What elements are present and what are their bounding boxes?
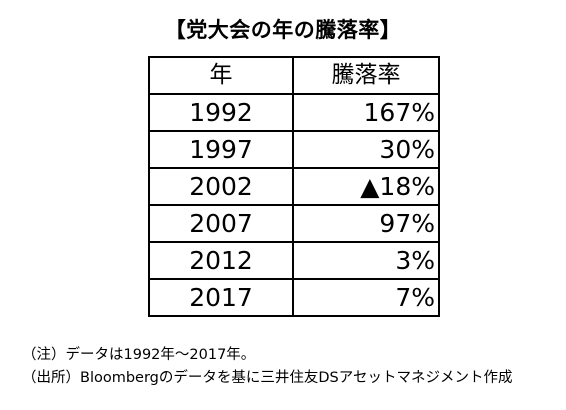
change-cell: ▲18%: [292, 167, 440, 206]
year-cell: 2007: [148, 204, 294, 243]
table-row: 1997 30%: [148, 130, 440, 169]
change-cell: 3%: [292, 241, 440, 280]
year-cell: 2002: [148, 167, 294, 206]
change-cell: 7%: [292, 278, 440, 317]
table-row: 2002 ▲18%: [148, 167, 440, 206]
table-row: 2012 3%: [148, 241, 440, 280]
year-cell: 1997: [148, 130, 294, 169]
column-header-change: 騰落率: [292, 56, 440, 95]
table-row: 2007 97%: [148, 204, 440, 243]
table-row: 2017 7%: [148, 278, 440, 317]
note-text: （注）データは1992年～2017年。: [22, 347, 256, 363]
header-row: 年 騰落率: [148, 56, 440, 95]
table-title: 【党大会の年の騰落率】: [164, 18, 402, 42]
table-row: 1992 167%: [148, 93, 440, 132]
change-cell: 167%: [292, 93, 440, 132]
column-header-year: 年: [148, 56, 294, 95]
year-cell: 1992: [148, 93, 294, 132]
year-cell: 2017: [148, 278, 294, 317]
change-cell: 30%: [292, 130, 440, 169]
year-cell: 2012: [148, 241, 294, 280]
footnotes: （注）データは1992年～2017年。 （出所）Bloombergのデータを基に…: [22, 344, 512, 390]
change-table: 年 騰落率 1992 167% 1997 30% 2002 ▲18% 2007 …: [148, 56, 440, 317]
source-text: （出所）Bloombergのデータを基に三井住友DSアセットマネジメント作成: [22, 370, 513, 386]
change-cell: 97%: [292, 204, 440, 243]
